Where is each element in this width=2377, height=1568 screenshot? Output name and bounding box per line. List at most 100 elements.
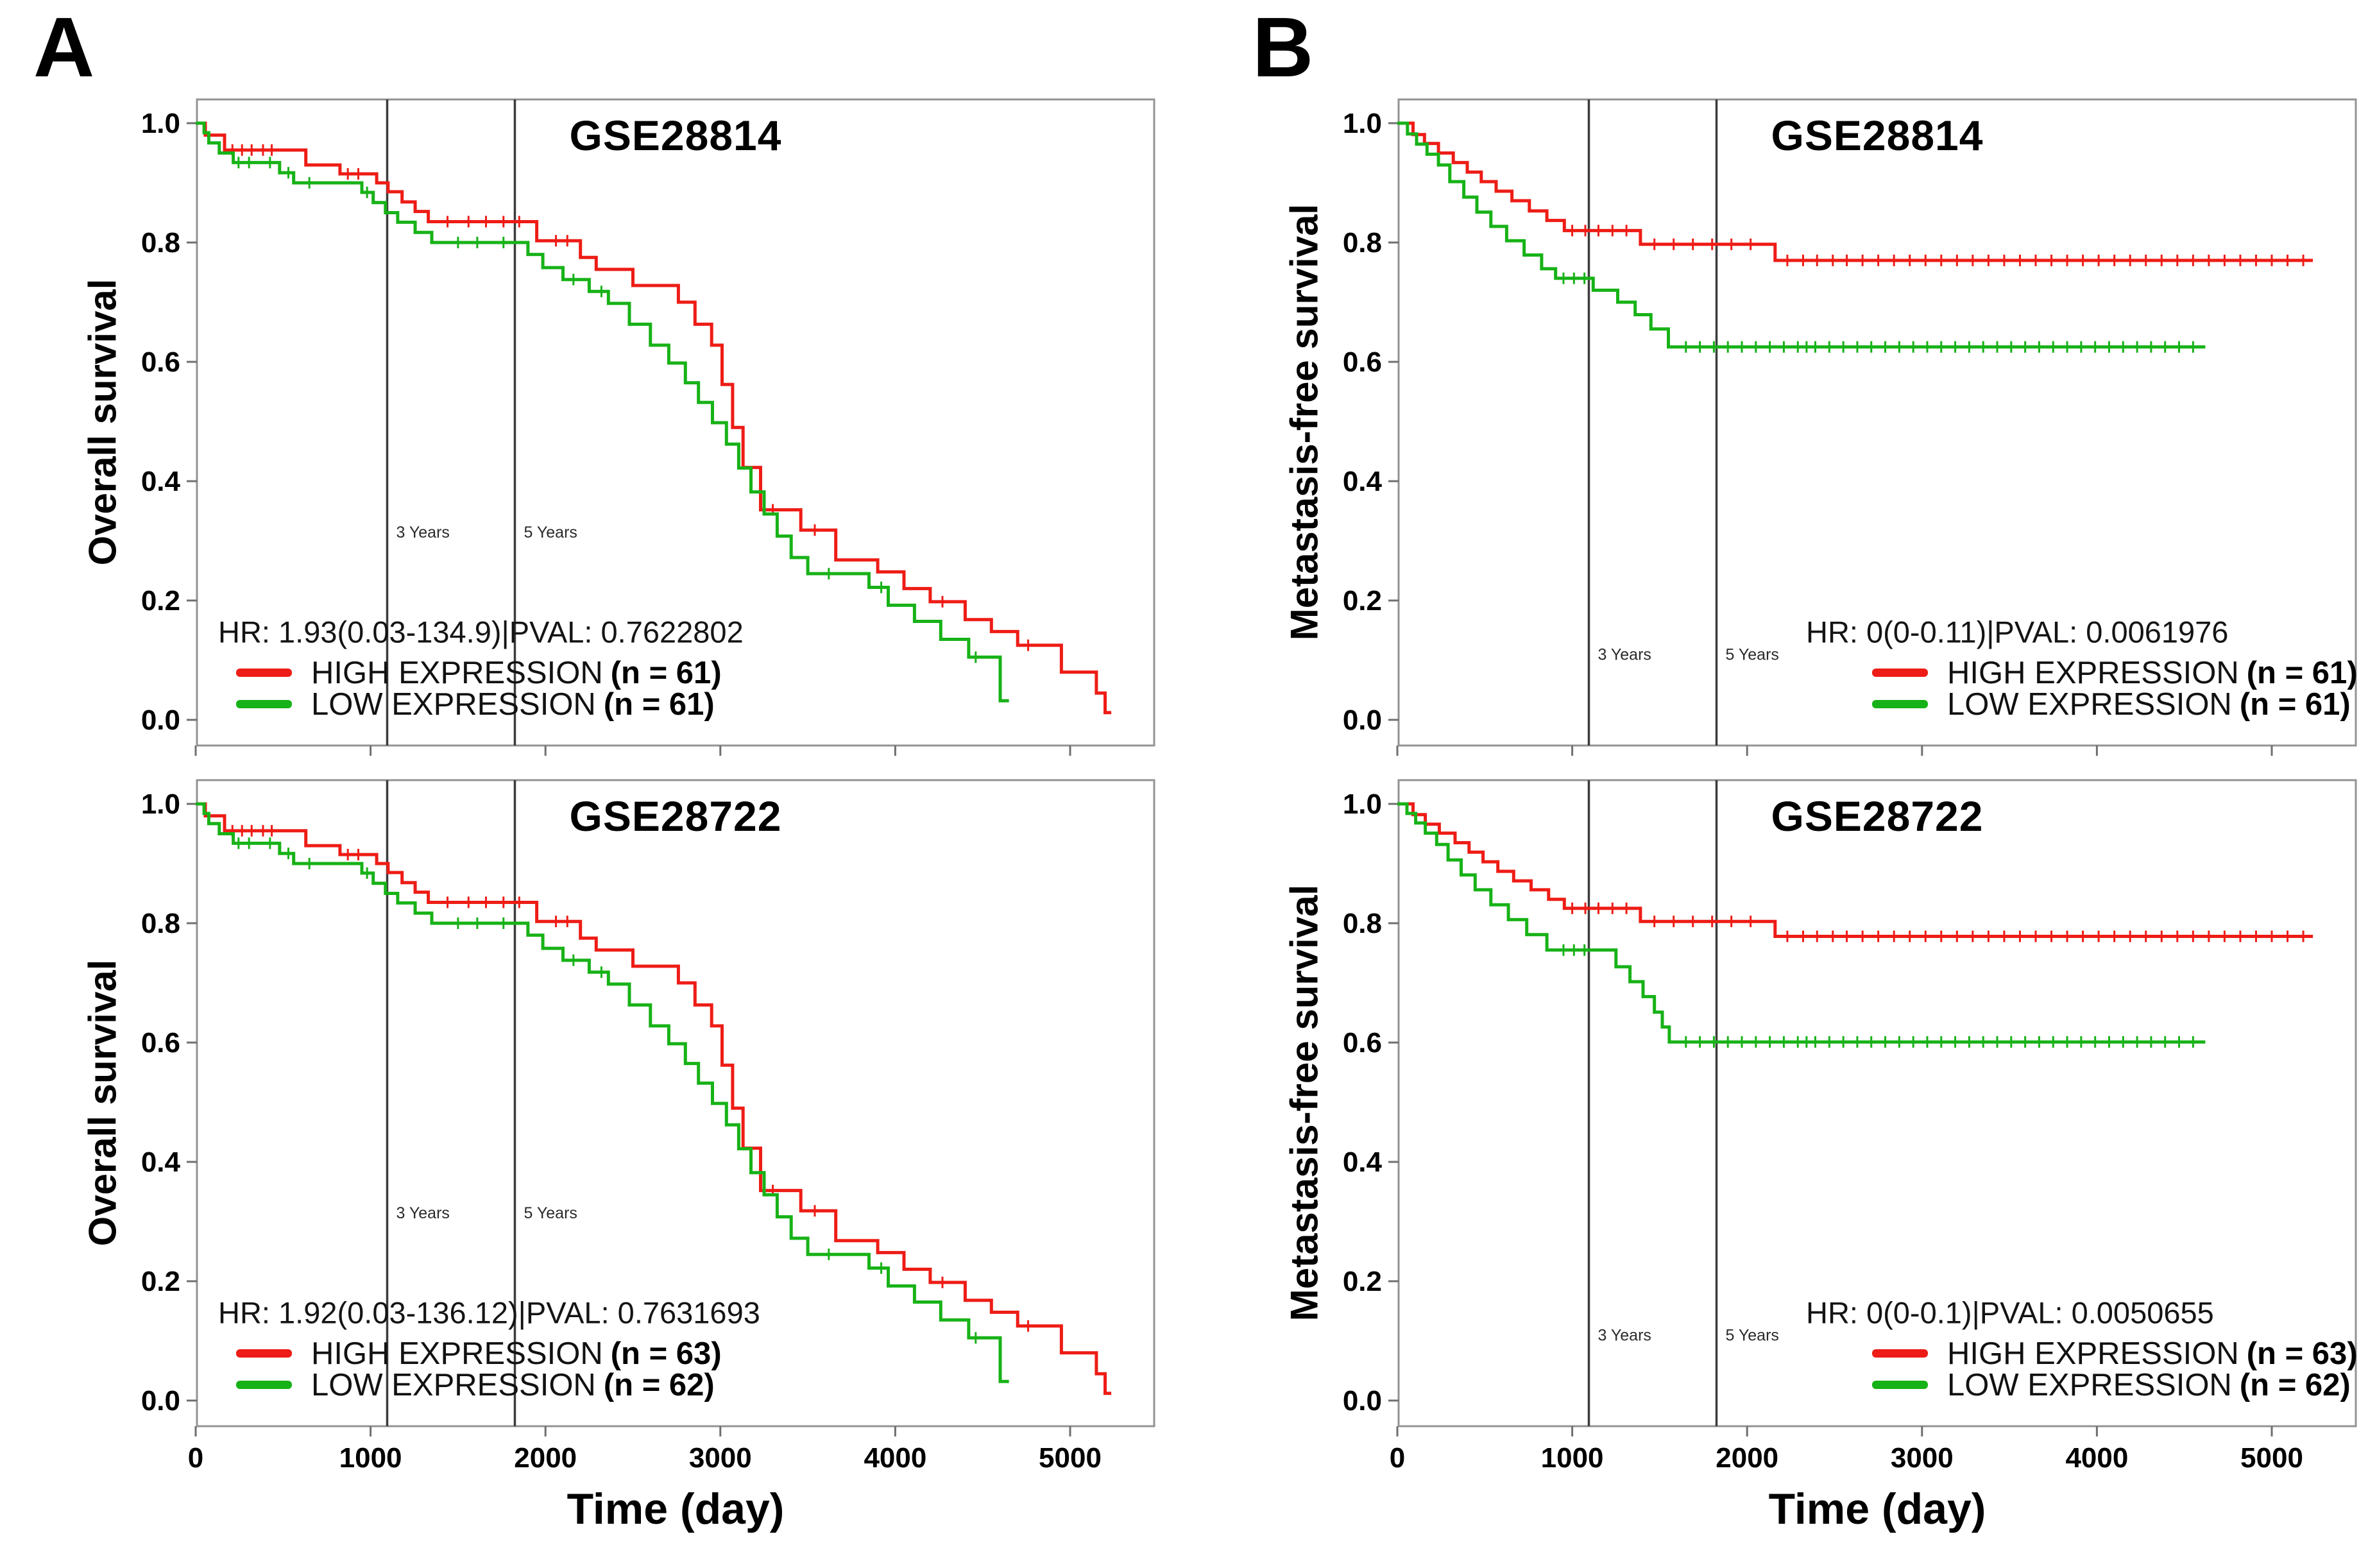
legend-label: LOW EXPRESSION — [311, 1367, 596, 1402]
km-plot-mfs-gse28814: GSE28814 HR: 0(0-0.11)|PVAL: 0.0061976 H… — [1283, 99, 2358, 746]
x-tick-label: 0 — [188, 1442, 203, 1474]
high-expression-curve — [1397, 802, 2313, 938]
km-plot-mfs-gse28722: GSE28722 HR: 0(0-0.1)|PVAL: 0.0050655 HI… — [1283, 780, 2358, 1533]
y-tick-label: 0.6 — [141, 346, 180, 378]
plot-title: GSE28814 — [569, 112, 782, 159]
x-tick-label: 5000 — [1039, 1442, 1102, 1474]
y-tick-label: 0.4 — [141, 466, 181, 497]
year-marker-label: 3 Years — [1597, 1327, 1651, 1345]
y-tick-label: 1.0 — [141, 108, 180, 139]
hr-pval-annotation: HR: 1.93(0.03-134.9)|PVAL: 0.7622802 — [218, 615, 744, 649]
x-tick-label: 1000 — [339, 1442, 402, 1474]
legend-row-low: LOW EXPRESSION (n = 61) — [1872, 686, 2351, 722]
legend-row-high: HIGH EXPRESSION (n = 61) — [1872, 655, 2358, 691]
legend-row-high: HIGH EXPRESSION (n = 63) — [1872, 1336, 2358, 1372]
year-marker-label: 3 Years — [1597, 646, 1651, 664]
x-tick-label: 2000 — [514, 1442, 577, 1474]
km-plot-os-gse28814: GSE28814 HR: 1.93(0.03-134.9)|PVAL: 0.76… — [81, 99, 1154, 746]
legend-label: LOW EXPRESSION — [1947, 1367, 2232, 1402]
y-axis-label: Overall survival — [81, 278, 124, 566]
y-tick-label: 0.2 — [141, 1266, 180, 1297]
legend-row-high: HIGH EXPRESSION (n = 61) — [236, 655, 722, 691]
y-tick-label: 0.8 — [141, 908, 180, 939]
y-axis-label: Metastasis-free survival — [1282, 884, 1326, 1322]
km-chart-b2: 3 Years 5 Years 0 1000 2000 3000 4000 5000 1.0 0.… — [1343, 779, 2357, 1474]
y-tick-label: 1.0 — [1343, 108, 1382, 139]
km-plot-os-gse28722: GSE28722 HR: 1.92(0.03-136.12)|PVAL: 0.7… — [81, 780, 1154, 1533]
x-tick-label: 4000 — [2065, 1442, 2128, 1474]
year-marker-label: 5 Years — [1725, 646, 1778, 664]
x-tick-label: 1000 — [1541, 1442, 1604, 1474]
legend-row-low: LOW EXPRESSION (n = 62) — [1872, 1367, 2351, 1403]
y-tick-label: 0.8 — [1343, 227, 1382, 259]
y-tick-label: 0.4 — [1343, 1146, 1383, 1178]
x-axis-label: Time (day) — [567, 1485, 785, 1533]
low-expression-curve — [196, 802, 1009, 1383]
low-expression-curve — [1397, 802, 2206, 1044]
year-marker-label: 3 Years — [396, 1204, 449, 1222]
y-tick-label: 0.6 — [141, 1027, 180, 1059]
x-tick-label: 3000 — [689, 1442, 752, 1474]
legend-row-low: LOW EXPRESSION (n = 62) — [236, 1367, 715, 1403]
panel-b-label: B — [1252, 0, 1314, 94]
hr-pval-annotation: HR: 1.92(0.03-136.12)|PVAL: 0.7631693 — [218, 1295, 760, 1330]
y-tick-label: 0.0 — [1343, 704, 1382, 736]
y-tick-label: 0.0 — [1343, 1385, 1382, 1417]
y-tick-label: 0.2 — [1343, 585, 1382, 617]
high-expression-censor-ticks — [1571, 225, 2305, 266]
y-tick-label: 0.4 — [1343, 466, 1383, 497]
panel-a-label: A — [33, 0, 95, 94]
legend-label: HIGH EXPRESSION — [1947, 655, 2239, 690]
legend-row-high: HIGH EXPRESSION (n = 63) — [236, 1336, 722, 1372]
legend-label: HIGH EXPRESSION — [1947, 1336, 2239, 1371]
high-expression-swatch — [236, 1349, 292, 1358]
low-expression-swatch — [236, 1381, 292, 1390]
low-expression-swatch — [1872, 700, 1928, 709]
high-expression-swatch — [236, 669, 292, 677]
high-expression-swatch — [1872, 669, 1928, 677]
legend-label: LOW EXPRESSION — [311, 686, 596, 722]
legend-count: (n = 61) — [2239, 686, 2351, 722]
y-tick-label: 0.0 — [141, 1385, 180, 1417]
y-tick-label: 0.2 — [141, 585, 180, 617]
y-tick-label: 0.8 — [141, 227, 180, 259]
legend-label: HIGH EXPRESSION — [311, 1336, 603, 1371]
plot-title: GSE28722 — [569, 792, 782, 840]
low-expression-swatch — [236, 700, 292, 709]
high-expression-swatch — [1872, 1349, 1928, 1358]
y-tick-label: 0.2 — [1343, 1266, 1382, 1297]
x-axis-label: Time (day) — [1768, 1485, 1986, 1533]
year-marker-label: 3 Years — [396, 524, 449, 541]
km-chart-a2: 3 Years 5 Years 0 1000 2000 3000 4000 5000 1.0 0.… — [141, 779, 1155, 1474]
plot-frame — [196, 98, 1155, 747]
x-tick-label: 4000 — [864, 1442, 926, 1474]
low-expression-curve — [1397, 121, 2206, 349]
year-marker-label: 5 Years — [524, 1204, 577, 1222]
legend-count: (n = 63) — [610, 1336, 722, 1371]
km-chart-b1: 3 Years 5 Years 1.0 0.8 0.6 0.4 0.2 0.0 — [1343, 98, 2357, 756]
low-expression-swatch — [1872, 1381, 1928, 1390]
legend-count: (n = 62) — [603, 1367, 715, 1402]
plot-frame — [1397, 98, 2357, 747]
legend-label: LOW EXPRESSION — [1947, 686, 2232, 722]
plot-frame — [196, 779, 1155, 1427]
high-expression-curve — [196, 802, 1112, 1395]
year-marker-label: 5 Years — [524, 524, 577, 541]
legend-label: HIGH EXPRESSION — [311, 655, 603, 690]
x-tick-label: 5000 — [2240, 1442, 2303, 1474]
y-axis-label: Overall survival — [81, 959, 124, 1247]
km-chart-a1: 3 Years 5 Years 1.0 0.8 0.6 0.4 0.2 0.0 — [141, 98, 1155, 756]
x-tick-label: 3000 — [1891, 1442, 1954, 1474]
x-tick-label: 0 — [1390, 1442, 1405, 1474]
plot-frame — [1397, 779, 2357, 1427]
low-expression-censor-ticks — [237, 837, 977, 1344]
y-tick-label: 0.0 — [141, 704, 180, 736]
y-tick-label: 0.6 — [1343, 1027, 1382, 1059]
year-marker-label: 5 Years — [1725, 1327, 1778, 1345]
low-expression-censor-ticks — [1562, 272, 2194, 353]
x-tick-label: 2000 — [1716, 1442, 1778, 1474]
hr-pval-annotation: HR: 0(0-0.11)|PVAL: 0.0061976 — [1806, 615, 2229, 649]
low-expression-censor-ticks — [237, 157, 977, 663]
high-expression-curve — [1397, 121, 2313, 262]
